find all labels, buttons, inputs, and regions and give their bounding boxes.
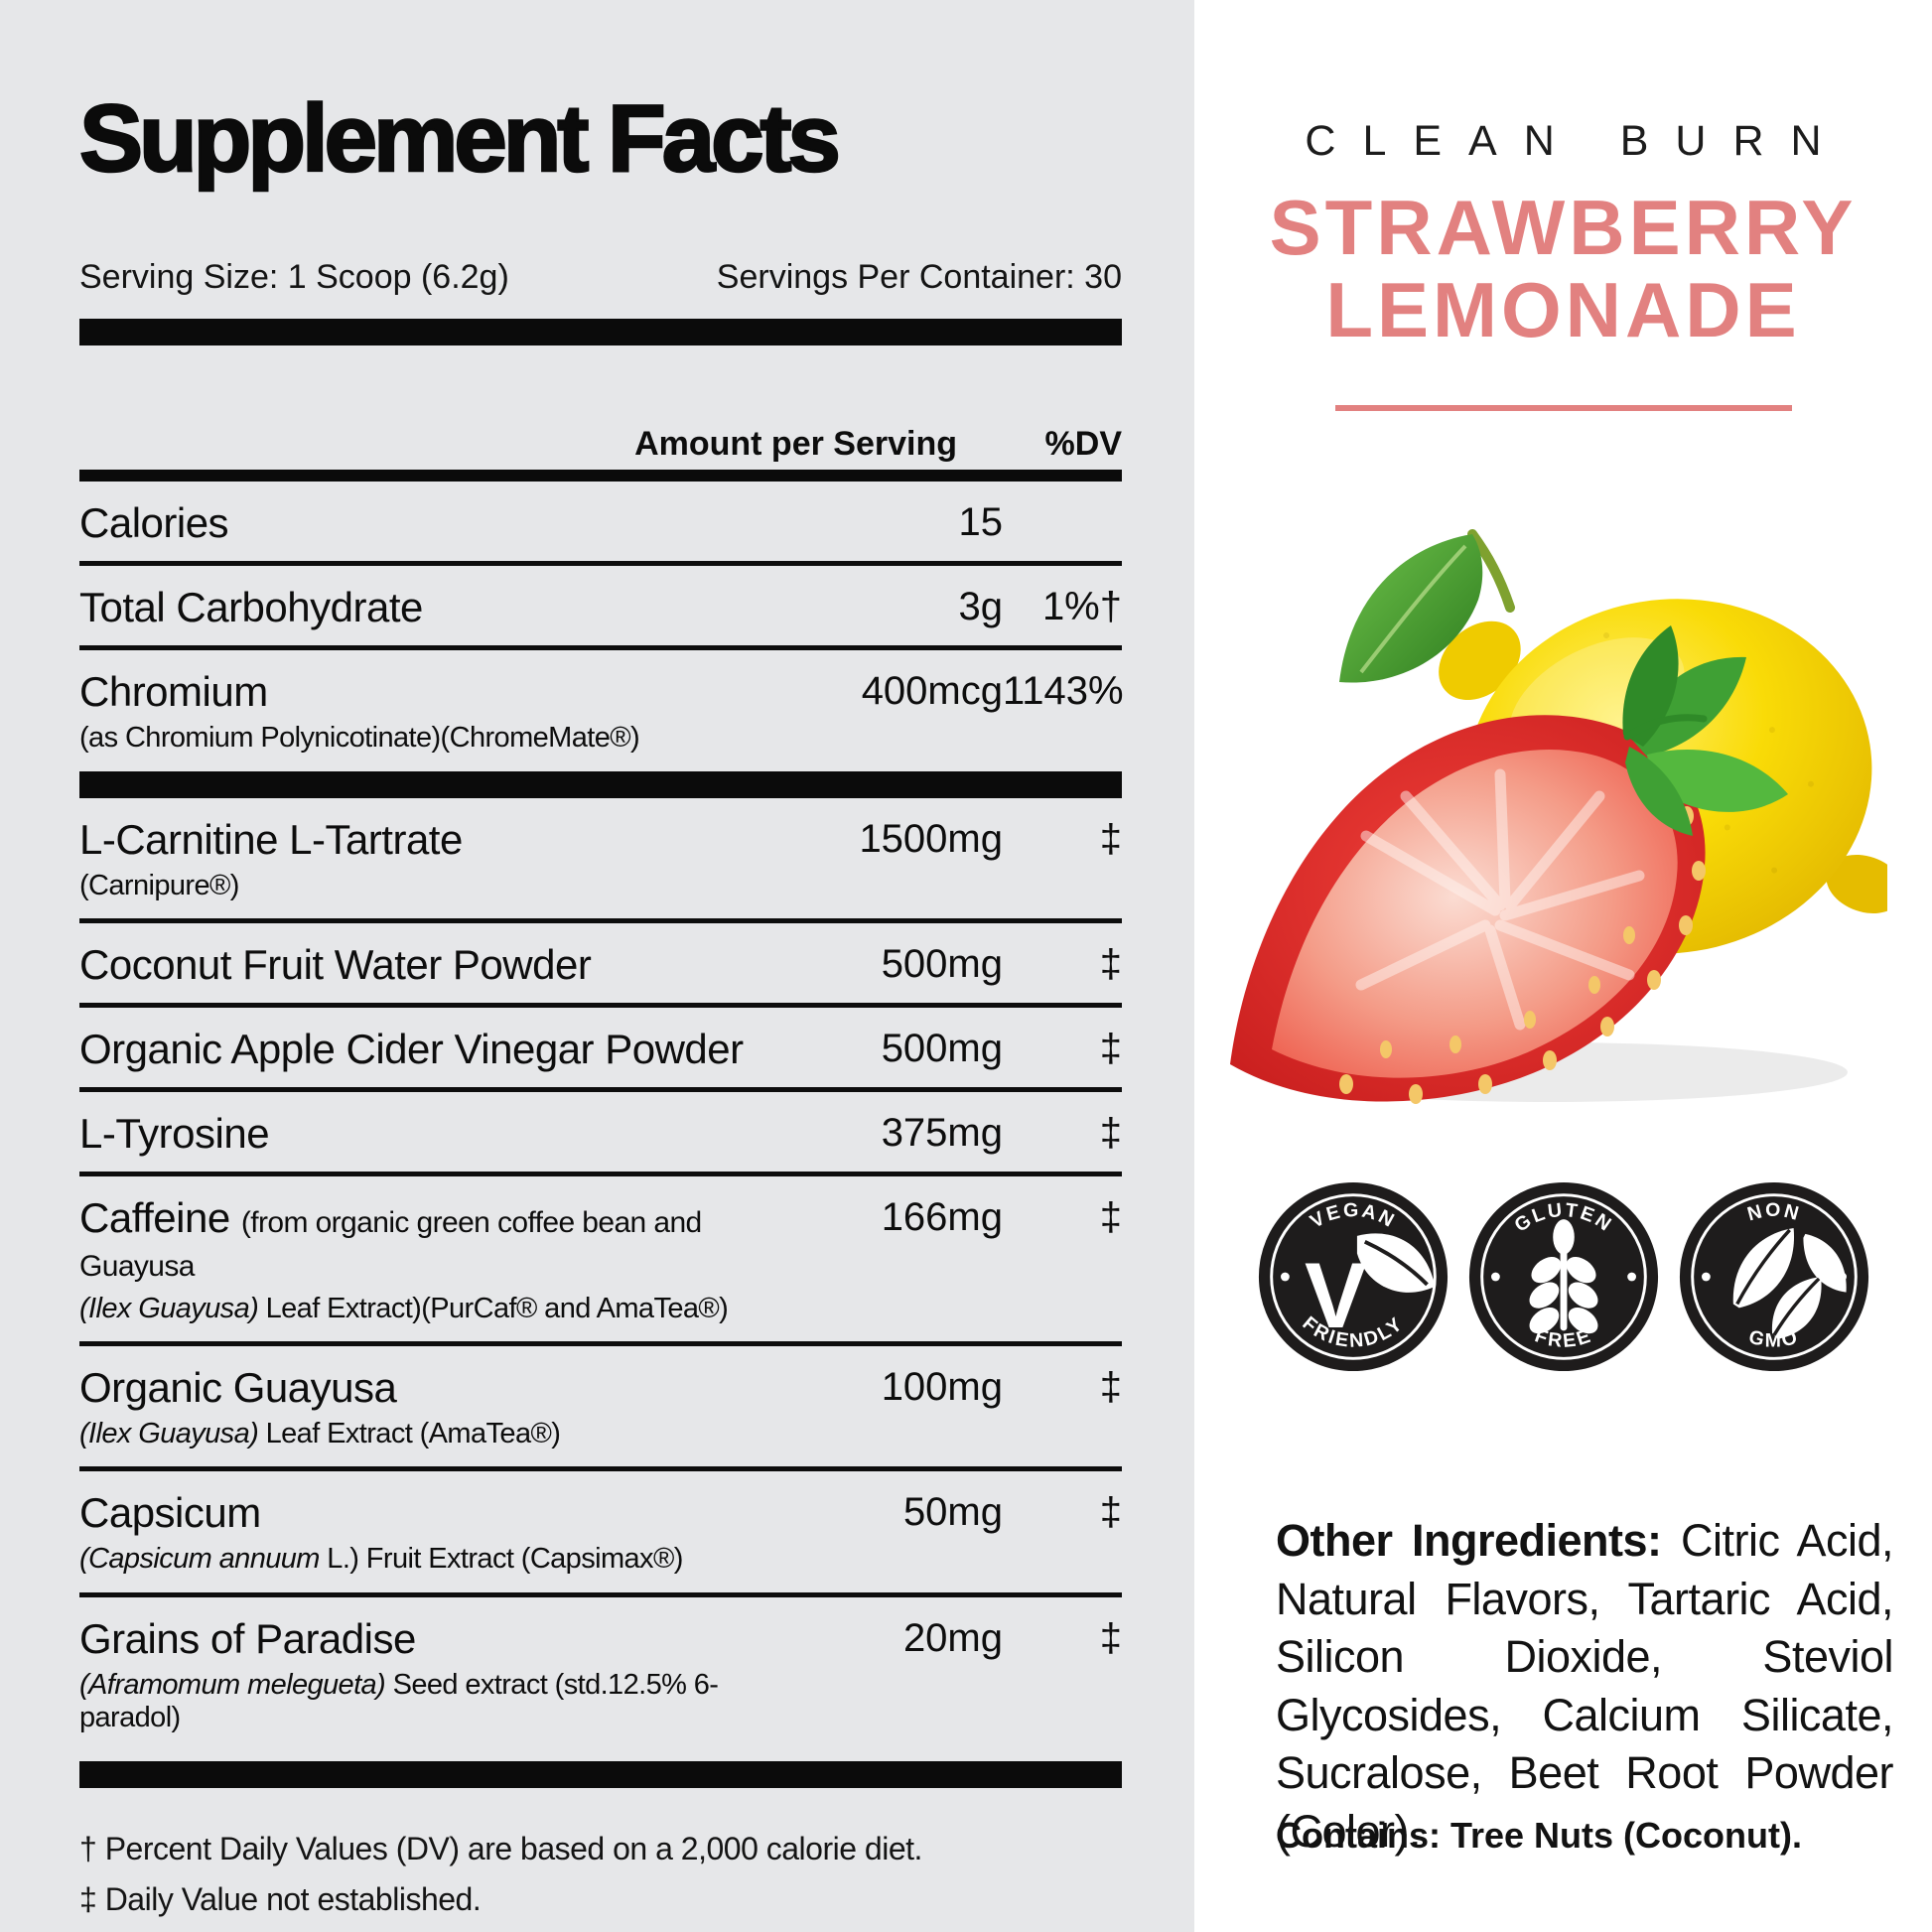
nutrient-dv: ‡	[1099, 1111, 1122, 1156]
table-row: Calories 15	[79, 482, 1122, 561]
strawberry-calyx	[1622, 625, 1788, 836]
divider-thin	[79, 645, 1122, 651]
divider-thin	[79, 1003, 1122, 1009]
footnote-daily-values: † Percent Daily Values (DV) are based on…	[79, 1830, 922, 1866]
col-percent-dv: %DV	[1044, 425, 1122, 463]
gluten-free-badge: GLUTEN FREE	[1468, 1181, 1658, 1372]
table-row: Grains of Paradise (Aframomum melegueta)…	[79, 1597, 1122, 1761]
divider-thin	[79, 918, 1122, 924]
vegan-v-leaf-icon: V	[1304, 1233, 1435, 1347]
leaves-icon	[1732, 1228, 1847, 1339]
nutrient-inline-note: (from organic green coffee bean and Guay…	[79, 1206, 702, 1284]
table-row: Chromium (as Chromium Polynicotinate)(Ch…	[79, 650, 1124, 770]
badge-top-text: NON	[1744, 1199, 1800, 1225]
divider-thin	[79, 1087, 1122, 1093]
supplement-facts-table: Supplement Facts Serving Size: 1 Scoop (…	[78, 0, 1124, 1925]
serving-info: Serving Size: 1 Scoop (6.2g) Servings Pe…	[79, 258, 1122, 297]
other-ingredients-list: Citric Acid, Natural Flavors, Tartaric A…	[1276, 1515, 1894, 1857]
nutrient-name: L-Tyrosine	[79, 1110, 270, 1158]
nutrient-name: Grains of Paradise (Aframomum melegueta)…	[79, 1616, 794, 1735]
supplement-facts-panel: Supplement Facts Serving Size: 1 Scoop (…	[0, 0, 1194, 1932]
nutrient-name: Coconut Fruit Water Powder	[79, 941, 592, 989]
nutrient-amount: 500mg	[881, 942, 1003, 987]
nutrient-amount: 15	[958, 500, 1004, 544]
divider-thin	[79, 1340, 1122, 1346]
nutrient-dv: ‡	[1099, 942, 1122, 987]
nutrient-dv: 1%†	[1041, 585, 1122, 629]
strawberry-lemon-image	[1195, 508, 1904, 1114]
divider-medium	[79, 470, 1122, 482]
nutrient-name: Calories	[79, 499, 229, 546]
svg-text:V: V	[1304, 1243, 1366, 1347]
divider-thick	[79, 1760, 1122, 1788]
svg-text:NON: NON	[1744, 1199, 1803, 1225]
nutrient-source: (as Chromium Polynicotinate)(ChromeMate®…	[79, 722, 640, 755]
nutrient-name: Chromium (as Chromium Polynicotinate)(Ch…	[79, 670, 794, 755]
nutrient-amount: 50mg	[902, 1490, 1003, 1535]
nutrient-amount: 1500mg	[859, 816, 1003, 861]
other-ingredients: Other Ingredients: Citric Acid, Natural …	[1276, 1512, 1894, 1861]
footnote-dv-not-established: ‡ Daily Value not established.	[79, 1880, 482, 1917]
certification-badges: VEGAN FRIENDLY V GLUTEN FREE	[1194, 1179, 1932, 1374]
nutrient-name: Organic Guayusa (Ilex Guayusa) Leaf Extr…	[79, 1365, 794, 1450]
table-row: L-Tyrosine 375mg ‡	[79, 1092, 1122, 1172]
nutrient-amount: 166mg	[881, 1195, 1003, 1240]
table-row: L-Carnitine L-Tartrate (Carnipure®) 1500…	[79, 798, 1122, 918]
nutrient-amount: 100mg	[881, 1364, 1003, 1409]
divider-thin	[79, 1172, 1122, 1177]
table-row: Organic Apple Cider Vinegar Powder 500mg…	[79, 1008, 1122, 1087]
nutrient-dv: ‡	[1099, 1490, 1122, 1535]
nutrient-source: (Carnipure®)	[79, 869, 239, 901]
nutrient-dv: ‡	[1099, 1195, 1122, 1240]
nutrient-dv: ‡	[1099, 1027, 1122, 1071]
table-header: Amount per Serving %DV	[79, 425, 1122, 464]
nutrient-name: L-Carnitine L-Tartrate (Carnipure®)	[79, 817, 794, 902]
divider-thin	[79, 1466, 1122, 1472]
serving-size: Serving Size: 1 Scoop (6.2g)	[79, 258, 509, 296]
supplement-facts-title: Supplement Facts	[78, 85, 842, 192]
nutrient-dv: ‡	[1099, 1364, 1122, 1409]
nutrient-amount: 400mcg	[861, 669, 1003, 714]
servings-per-container: Servings Per Container: 30	[716, 258, 1122, 296]
nutrient-amount: 500mg	[881, 1027, 1003, 1071]
nutrient-dv: ‡	[1099, 1615, 1122, 1660]
divider-thin	[79, 1591, 1122, 1597]
nutrient-dv: ‡	[1099, 816, 1122, 861]
nutrient-amount: 20mg	[902, 1615, 1003, 1660]
table-row: Total Carbohydrate 3g 1%†	[79, 566, 1122, 645]
vegan-friendly-badge: VEGAN FRIENDLY V	[1258, 1181, 1448, 1372]
nutrient-name: Caffeine (from organic green coffee bean…	[79, 1196, 794, 1325]
nutrient-amount: 3g	[958, 585, 1004, 629]
strawberry	[1230, 715, 1706, 1104]
other-ingredients-label: Other Ingredients:	[1276, 1515, 1662, 1566]
flavor-underline	[1335, 405, 1792, 411]
nutrient-name: Capsicum (Capsicum annuum L.) Fruit Extr…	[79, 1491, 794, 1576]
nutrient-source: (Ilex Guayusa) Leaf Extract (AmaTea®)	[79, 1417, 561, 1449]
nutrient-amount: 375mg	[881, 1111, 1003, 1156]
table-row: Caffeine (from organic green coffee bean…	[79, 1176, 1122, 1341]
flavor-panel: CLEAN BURN STRAWBERRY LEMONADE	[1194, 0, 1932, 1932]
lemon-stem-leaf	[1339, 529, 1515, 683]
col-amount-per-serving: Amount per Serving	[634, 425, 957, 463]
divider-thin	[79, 561, 1122, 567]
allergen-statement: Contains: Tree Nuts (Coconut).	[1276, 1815, 1802, 1856]
flavor-name: STRAWBERRY LEMONADE	[1269, 184, 1858, 354]
nutrient-name: Organic Apple Cider Vinegar Powder	[79, 1026, 744, 1073]
divider-thick	[79, 319, 1122, 345]
nutrient-source: (Capsicum annuum L.) Fruit Extract (Caps…	[79, 1543, 683, 1576]
nutrient-source: (Ilex Guayusa) Leaf Extract)(PurCaf® and…	[79, 1292, 729, 1324]
divider-thick	[79, 770, 1122, 798]
nutrient-source: (Aframomum melegueta) Seed extract (std.…	[79, 1668, 719, 1734]
table-row: Coconut Fruit Water Powder 500mg ‡	[79, 923, 1122, 1003]
non-gmo-badge: NON GMO	[1679, 1181, 1868, 1372]
nutrient-dv: 1143%	[1003, 669, 1124, 714]
table-row: Organic Guayusa (Ilex Guayusa) Leaf Extr…	[79, 1346, 1122, 1466]
table-row: Capsicum (Capsicum annuum L.) Fruit Extr…	[79, 1471, 1122, 1591]
nutrient-name: Total Carbohydrate	[79, 584, 423, 631]
product-name: CLEAN BURN	[1305, 117, 1849, 165]
wheat-icon	[1529, 1219, 1597, 1334]
footnotes: † Percent Daily Values (DV) are based on…	[79, 1824, 1122, 1925]
